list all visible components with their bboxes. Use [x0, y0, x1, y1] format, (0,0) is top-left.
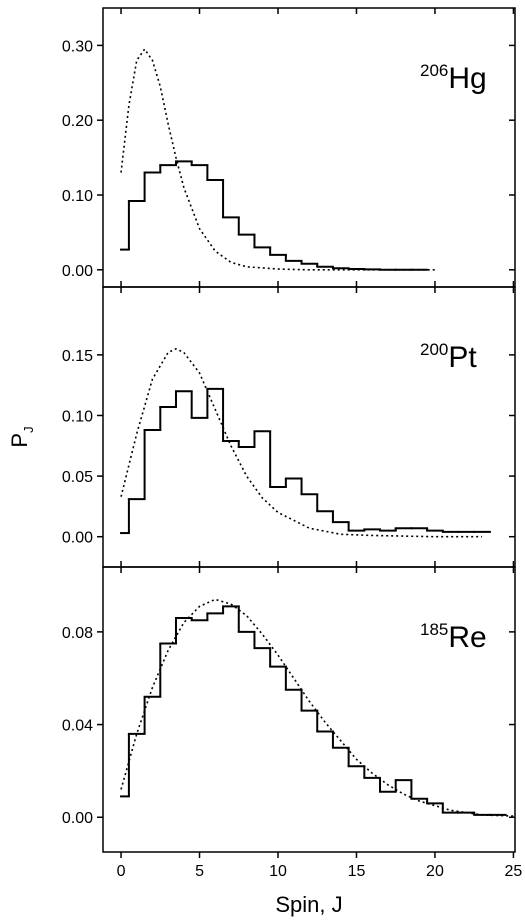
- x-tick-label: 15: [348, 863, 366, 880]
- nucleus-label: 185Re: [420, 620, 487, 654]
- x-tick-label: 25: [505, 863, 523, 880]
- plot-frame: [102, 566, 516, 853]
- x-tick-label: 20: [426, 863, 444, 880]
- y-tick-label: 0.15: [62, 348, 93, 365]
- y-tick-label: 0.00: [62, 810, 93, 827]
- y-tick-label: 0.05: [62, 469, 93, 486]
- y-tick-label: 0.04: [62, 718, 93, 735]
- x-tick-label: 5: [195, 863, 204, 880]
- mass-number: 206: [420, 61, 448, 80]
- element-symbol: Pt: [448, 341, 477, 374]
- nucleus-label: 200Pt: [420, 340, 477, 374]
- x-axis-label: Spin, J: [275, 892, 342, 917]
- mass-number: 200: [420, 340, 448, 359]
- y-tick-label: 0.10: [62, 188, 93, 205]
- y-label-subscript: J: [21, 426, 36, 433]
- y-tick-label: 0.08: [62, 625, 93, 642]
- model-curve: [120, 598, 514, 817]
- y-label-main: P: [7, 433, 32, 448]
- model-curve: [120, 347, 483, 538]
- y-tick-label: 0.30: [62, 38, 93, 55]
- y-tick-label: 0.00: [62, 263, 93, 280]
- y-axis-label: PJ: [7, 426, 36, 447]
- nucleus-label: 206Hg: [420, 61, 487, 95]
- x-tick-label: 0: [117, 863, 126, 880]
- element-symbol: Hg: [448, 62, 486, 95]
- y-tick-label: 0.00: [62, 530, 93, 547]
- plot-frame: [102, 7, 516, 288]
- plot-frame: [102, 286, 516, 568]
- y-tick-label: 0.10: [62, 408, 93, 425]
- mass-number: 185: [420, 620, 448, 639]
- x-tick-label: 10: [269, 863, 287, 880]
- element-symbol: Re: [448, 621, 486, 654]
- y-tick-label: 0.20: [62, 113, 93, 130]
- model-curve: [120, 47, 435, 271]
